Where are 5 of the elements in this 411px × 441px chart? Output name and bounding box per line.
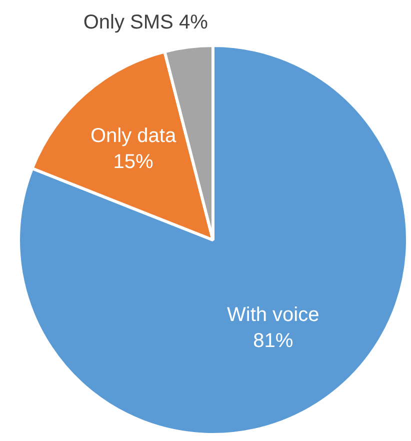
slice-label: Only SMS 4% <box>83 12 208 34</box>
slice-label: With voice <box>227 304 320 326</box>
data-label: 81% <box>253 330 294 352</box>
slice-label: Only data <box>90 125 177 148</box>
data-label: 15% <box>113 151 154 174</box>
